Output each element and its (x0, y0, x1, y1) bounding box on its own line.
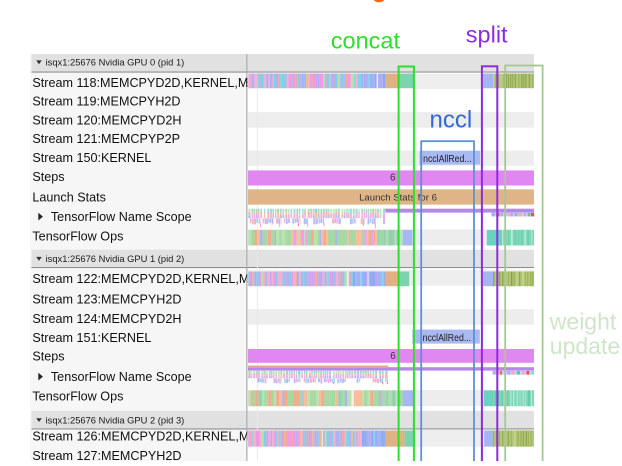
svg-text:weight: weight (549, 309, 617, 335)
svg-text:Stream 122:MEMCPYD2D,KERNEL,MI: Stream 122:MEMCPYD2D,KERNEL,MI (32, 272, 252, 286)
svg-text:Stream 120:MEMCPYD2H: Stream 120:MEMCPYD2H (32, 113, 181, 127)
svg-text:Steps: Steps (32, 349, 64, 363)
svg-text:ncclAllRed...: ncclAllRed... (423, 154, 472, 165)
svg-text:Stream 121:MEMCPYP2P: Stream 121:MEMCPYP2P (32, 132, 180, 146)
svg-text:TensorFlow Ops: TensorFlow Ops (32, 390, 123, 404)
svg-text:Stream 118:MEMCPYD2D,KERNEL,ME: Stream 118:MEMCPYD2D,KERNEL,ME (32, 76, 256, 90)
svg-text:Stream 119:MEMCPYH2D: Stream 119:MEMCPYH2D (32, 94, 180, 108)
svg-text:TensorFlow Ops: TensorFlow Ops (32, 230, 123, 244)
svg-text:Steps: Steps (32, 170, 64, 184)
svg-text:isqx1:25676 Nvidia GPU 0 (pid: isqx1:25676 Nvidia GPU 0 (pid 1) (46, 58, 185, 68)
svg-text:TensorFlow Name Scope: TensorFlow Name Scope (51, 210, 192, 224)
svg-text:nccl: nccl (430, 107, 473, 134)
svg-text:update: update (550, 333, 620, 359)
svg-text:Stream 150:KERNEL: Stream 150:KERNEL (32, 151, 151, 165)
svg-text:TensorFlow Name Scope: TensorFlow Name Scope (51, 370, 192, 384)
svg-text:Stream 123:MEMCPYH2D: Stream 123:MEMCPYH2D (32, 292, 181, 306)
svg-text:Stream 151:KERNEL: Stream 151:KERNEL (32, 331, 151, 345)
svg-text:Stream 127:MEMCPYH2D: Stream 127:MEMCPYH2D (32, 449, 181, 461)
svg-text:split: split (466, 22, 508, 48)
svg-text:isqx1:25676 Nvidia GPU 1 (pid: isqx1:25676 Nvidia GPU 1 (pid 2) (46, 254, 185, 264)
svg-text:isqx1:25676 Nvidia GPU 2 (pid: isqx1:25676 Nvidia GPU 2 (pid 3) (46, 415, 185, 425)
svg-text:ncclAllRed...: ncclAllRed... (423, 333, 472, 344)
svg-text:6: 6 (390, 173, 396, 184)
svg-text:Stream 126:MEMCPYD2D,KERNEL,MI: Stream 126:MEMCPYD2D,KERNEL,MI (32, 430, 252, 444)
svg-text:Launch Stats: Launch Stats (32, 190, 106, 204)
svg-text:concat: concat (331, 28, 401, 54)
svg-text:6: 6 (390, 351, 396, 362)
svg-text:Stream 124:MEMCPYD2H: Stream 124:MEMCPYD2H (32, 312, 181, 326)
